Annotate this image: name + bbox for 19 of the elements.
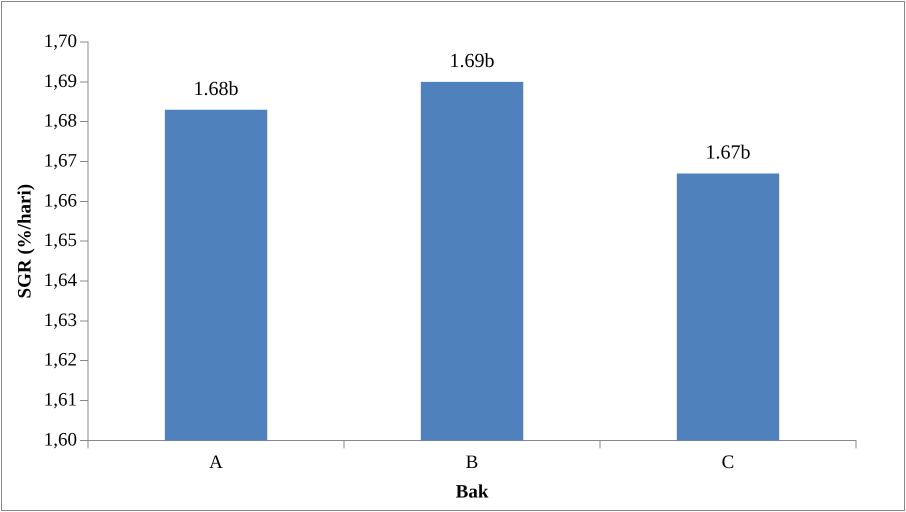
y-tick-label: 1,63 <box>44 310 78 331</box>
y-tick-label: 1,64 <box>44 270 78 292</box>
y-tick-label: 1,65 <box>44 230 78 252</box>
x-tick-label: B <box>466 452 478 473</box>
y-tick-label: 1,67 <box>44 150 78 172</box>
x-tick-label: C <box>722 452 734 473</box>
data-label: 1.69b <box>450 50 495 72</box>
y-tick-label: 1,70 <box>44 30 78 52</box>
y-tick-label: 1,69 <box>44 70 78 92</box>
y-tick-label: 1,62 <box>44 350 78 371</box>
data-label: 1.68b <box>194 78 239 100</box>
data-label: 1.67b <box>706 142 751 164</box>
x-tick-label: A <box>209 452 224 473</box>
y-axis-title: SGR (%/hari) <box>14 184 36 298</box>
x-axis-title: Bak <box>456 482 489 503</box>
y-tick-label: 1,61 <box>44 390 78 411</box>
y-tick-label: 1,60 <box>44 429 78 450</box>
y-tick-label: 1,66 <box>44 190 78 212</box>
y-tick-label: 1,68 <box>44 110 78 132</box>
